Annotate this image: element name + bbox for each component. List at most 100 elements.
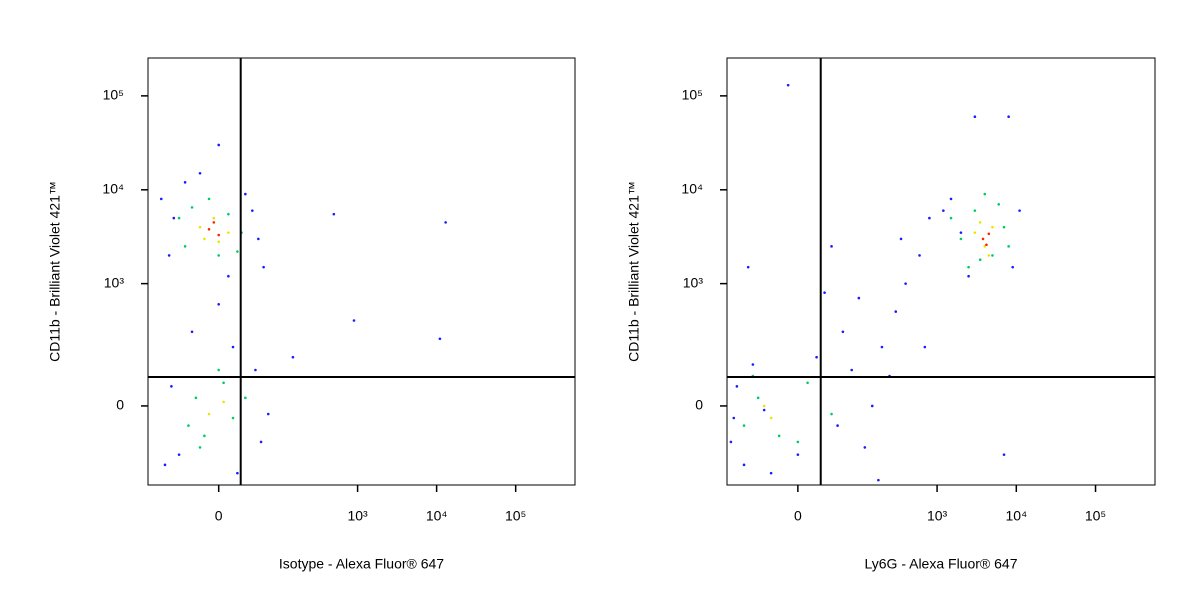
event-dot — [729, 440, 733, 444]
event-dot — [967, 274, 970, 278]
event-dot — [183, 245, 187, 248]
event-dot — [217, 302, 221, 306]
event-dot — [918, 254, 921, 257]
event-dot — [973, 115, 977, 119]
event-dot — [942, 209, 945, 212]
event-dot — [959, 237, 963, 241]
event-dot — [159, 197, 163, 201]
event-dot — [978, 221, 982, 224]
event-dot — [212, 221, 216, 224]
event-dot — [830, 412, 833, 416]
event-dot — [257, 237, 260, 241]
event-dot — [769, 471, 773, 475]
event-dot — [751, 363, 755, 366]
event-dot — [222, 381, 225, 385]
event-dot — [244, 396, 247, 400]
x-tick-label: 10⁵ — [1085, 508, 1106, 524]
event-dot — [1007, 245, 1010, 248]
event-dot — [857, 296, 861, 300]
event-dot — [987, 232, 991, 236]
event-dot — [222, 400, 225, 404]
event-dot — [967, 265, 970, 269]
event-dot — [997, 203, 1001, 206]
x-tick-label: 0 — [215, 508, 223, 524]
y-tick-label: 0 — [695, 397, 703, 413]
event-dot — [870, 404, 874, 408]
event-dot — [1002, 453, 1006, 456]
event-dot — [187, 424, 190, 427]
event-dot — [198, 171, 202, 175]
event-dot — [262, 265, 265, 269]
y-tick-label: 10⁵ — [682, 87, 703, 103]
y-tick-label: 10⁵ — [103, 87, 124, 103]
event-dot — [236, 471, 239, 475]
event-dot — [231, 416, 235, 420]
event-dot — [836, 424, 839, 427]
y-tick-label: 10⁴ — [681, 181, 703, 197]
event-dot — [227, 212, 230, 216]
event-dot — [742, 424, 746, 427]
y-tick-label: 10³ — [683, 274, 704, 290]
plot-frame — [726, 57, 1156, 486]
event-dot — [742, 463, 746, 467]
event-dot — [1002, 225, 1006, 229]
event-dot — [190, 206, 194, 209]
x-tick-label: 10³ — [347, 508, 368, 524]
event-dot — [991, 254, 994, 257]
event-dot — [830, 245, 833, 248]
event-dot — [894, 310, 898, 313]
event-dot — [190, 330, 194, 334]
event-dot — [985, 243, 988, 247]
y-tick-label: 10³ — [104, 274, 125, 290]
event-dot — [981, 237, 985, 241]
event-dot — [259, 440, 263, 444]
event-dot — [1018, 209, 1021, 212]
event-dot — [928, 216, 931, 220]
event-dot — [735, 385, 739, 388]
y-tick-label: 10⁴ — [102, 181, 124, 197]
event-dot — [163, 463, 167, 467]
event-dot — [217, 143, 221, 147]
event-dot — [877, 478, 880, 482]
event-dot — [291, 355, 295, 359]
event-dot — [194, 396, 198, 400]
event-dot — [987, 254, 991, 257]
event-dot — [850, 368, 854, 372]
event-dot — [207, 197, 211, 201]
event-dot — [762, 408, 766, 412]
event-dot — [227, 274, 230, 278]
event-dot — [899, 237, 903, 241]
event-dot — [863, 446, 867, 449]
event-dot — [251, 209, 254, 212]
event-dot — [167, 254, 171, 257]
event-dot — [438, 337, 442, 341]
event-dot — [746, 265, 750, 269]
x-tick-label: 10⁵ — [505, 508, 526, 524]
event-dot — [796, 440, 800, 444]
x-tick-label: 0 — [794, 508, 802, 524]
event-dot — [786, 83, 790, 87]
event-dot — [796, 453, 800, 456]
event-dot — [203, 434, 206, 438]
event-dot — [959, 231, 963, 234]
event-dot — [172, 216, 176, 220]
event-dot — [732, 416, 736, 420]
event-dot — [949, 197, 953, 201]
event-dot — [352, 319, 356, 322]
event-dot — [949, 216, 953, 220]
event-dot — [212, 216, 216, 220]
event-dot — [973, 209, 977, 212]
event-dot — [217, 254, 221, 257]
event-dot — [983, 192, 987, 196]
event-dot — [207, 227, 211, 231]
event-dot — [207, 412, 211, 416]
y-axis-label: CD11b - Brilliant Violet 421™ — [626, 181, 642, 362]
event-dot — [841, 330, 845, 334]
event-dot — [1011, 265, 1014, 269]
event-dot — [823, 291, 826, 294]
event-dot — [332, 212, 336, 216]
event-dot — [217, 233, 221, 237]
event-dot — [231, 345, 235, 349]
plot-frame — [147, 57, 576, 486]
